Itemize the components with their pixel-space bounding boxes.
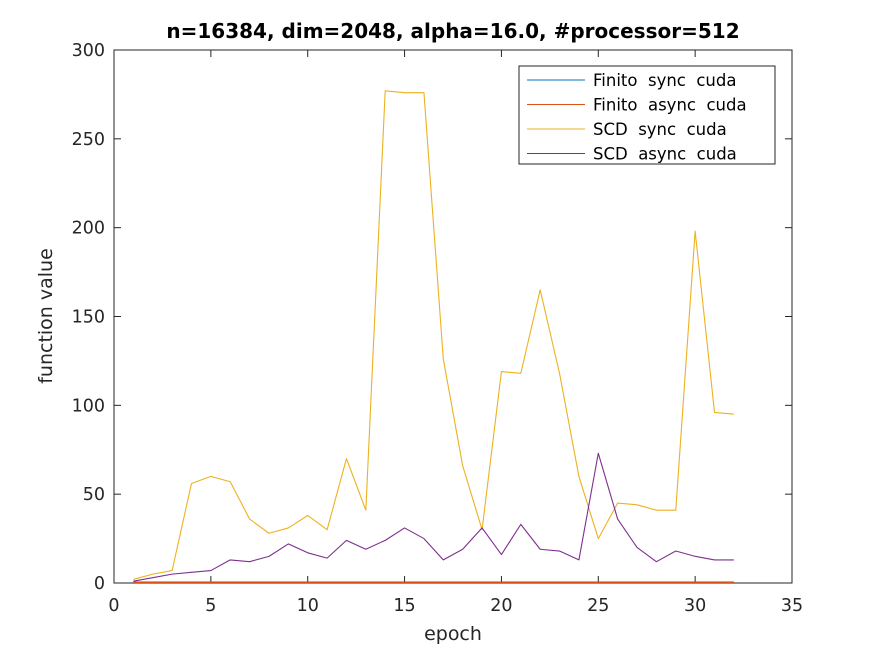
legend-label: Finito async cuda <box>593 96 747 115</box>
series-line-3 <box>133 90 734 580</box>
series-lines <box>133 90 734 584</box>
x-axis-label: epoch <box>424 623 482 645</box>
legend-label: SCD sync cuda <box>593 120 727 139</box>
x-tick-label: 20 <box>490 596 512 616</box>
x-tick-label: 0 <box>108 596 119 616</box>
legend-label: SCD async cuda <box>593 145 737 164</box>
y-axis: 0 50 100 150 200 250 300 <box>72 41 792 594</box>
x-tick-label: 35 <box>781 596 803 616</box>
y-tick-label: 250 <box>72 130 105 150</box>
series-line-4 <box>133 452 734 582</box>
y-axis-label: function value <box>35 248 57 384</box>
x-axis: 0 5 10 15 20 25 30 35 <box>108 50 803 616</box>
chart-title: n=16384, dim=2048, alpha=16.0, #processo… <box>166 19 739 43</box>
y-tick-label: 300 <box>72 41 105 61</box>
legend-box <box>518 65 776 165</box>
x-tick-label: 30 <box>684 596 706 616</box>
x-tick-label: 10 <box>297 596 319 616</box>
legend: Finito sync cuda Finito async cuda SCD syn… <box>518 65 776 165</box>
y-tick-label: 100 <box>72 396 105 416</box>
y-tick-label: 50 <box>83 485 105 505</box>
legend-label: Finito sync cuda <box>593 71 736 90</box>
y-tick-label: 0 <box>94 574 105 594</box>
x-tick-label: 25 <box>587 596 609 616</box>
x-tick-label: 5 <box>205 596 216 616</box>
x-tick-label: 15 <box>393 596 415 616</box>
y-tick-label: 150 <box>72 308 105 328</box>
y-tick-label: 200 <box>72 219 105 239</box>
